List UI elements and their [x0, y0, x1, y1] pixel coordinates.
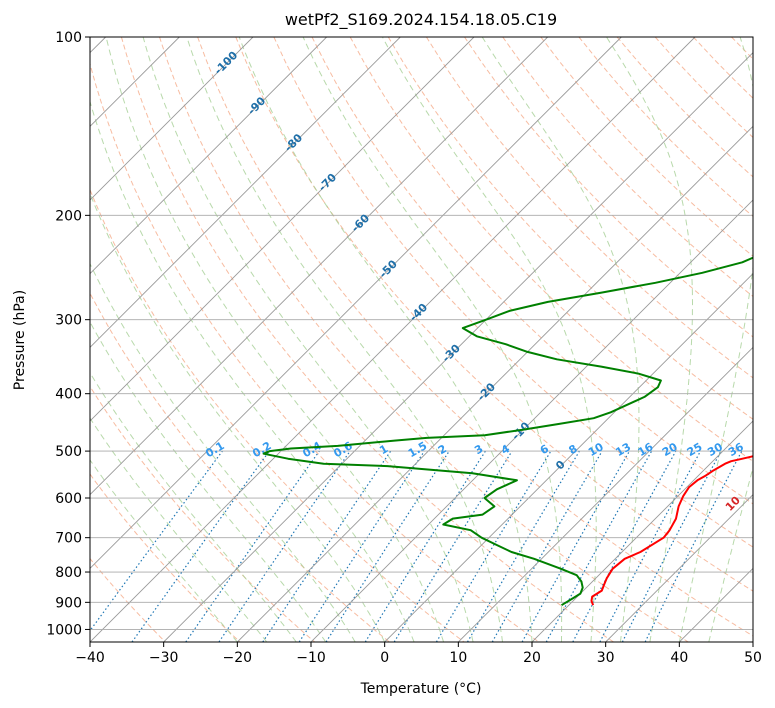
dry-adiabats: [90, 37, 753, 642]
mixing-ratio-line: [572, 450, 677, 642]
dry-adiabat-line: [90, 62, 540, 642]
y-tick-label: 800: [55, 565, 82, 581]
isotherm-line: [310, 199, 753, 642]
mixing-ratio-line: [185, 450, 320, 642]
temperature-line: [590, 454, 753, 606]
x-axis-title: Temperature (°C): [360, 681, 482, 697]
moist-adiabat-line: [606, 37, 693, 642]
moist-adiabat-line: [678, 37, 753, 642]
plot-frame: [89, 36, 754, 643]
moist-adiabat-line: [90, 192, 386, 642]
dewpoint-line: [262, 256, 753, 607]
isotherm-line: [90, 37, 696, 642]
y-tick-label: 300: [55, 313, 82, 329]
mixing-ratio-line: [298, 450, 425, 642]
plot-area: -100-90-80-70-60-50-40-30-20-1000.1 0.2 0.…: [90, 37, 753, 642]
y-tick-label: 500: [55, 444, 82, 460]
x-tick-label: −40: [75, 650, 105, 666]
y-axis-ticks: 100 200 300 400 500 600 700 800 900 1000: [46, 30, 90, 638]
mixing-ratio-line: [521, 450, 631, 642]
isotherm-line: [458, 346, 753, 642]
dry-adiabat-line: [464, 37, 753, 338]
mixing-ratio-line: [262, 450, 392, 642]
mixing-ratio-line: [545, 450, 653, 642]
mixing-ratio-line: [218, 450, 351, 642]
moist-adiabat-line: [105, 37, 445, 642]
moist-adiabat-line: [90, 262, 356, 642]
dry-adiabat-line: [90, 188, 465, 642]
dry-adiabat-line: [120, 37, 614, 642]
x-tick-label: 50: [744, 650, 762, 666]
x-tick-label: 40: [670, 650, 688, 666]
x-tick-label: 30: [597, 650, 615, 666]
dry-adiabat-line: [90, 385, 316, 642]
isotherms: [90, 37, 753, 642]
dry-adiabat-line: [90, 292, 390, 642]
mixing-ratio-line: [325, 450, 450, 642]
moist-adiabat-line: [381, 37, 597, 642]
isotherm-line: [90, 37, 548, 496]
dry-adiabat-line: [235, 37, 753, 592]
y-tick-label: 600: [55, 491, 82, 507]
isotherm-line: [90, 37, 401, 348]
y-tick-label: 100: [55, 30, 82, 46]
y-tick-label: 1000: [46, 622, 82, 638]
y-tick-label: 700: [55, 531, 82, 547]
y-tick-label: 900: [55, 595, 82, 611]
moist-adiabat-line: [90, 417, 268, 642]
moist-adiabat-line: [90, 321, 327, 642]
moist-adiabat-line: [142, 37, 474, 642]
x-tick-label: −30: [149, 650, 179, 666]
mixing-ratio-line: [90, 450, 223, 632]
x-axis-ticks: −40 −30 −20 −10 0 10 20 30 40 50: [75, 642, 762, 666]
dry-adiabat-line: [425, 37, 753, 379]
x-tick-label: 10: [449, 650, 467, 666]
x-tick-label: −10: [296, 650, 326, 666]
mixing-ratio-lines: [90, 450, 743, 642]
isotherm-line: [237, 125, 753, 642]
pressure-gridlines: [90, 37, 753, 630]
isotherm-line: [90, 37, 327, 275]
dry-adiabat-line: [311, 37, 753, 505]
moist-adiabat-line: [708, 465, 753, 642]
chart-title: wetPf2_S169.2024.154.18.05.C19: [285, 10, 557, 30]
isotherm-line: [90, 37, 622, 569]
dry-adiabat-line: [90, 473, 241, 642]
x-tick-label: 20: [523, 650, 541, 666]
isotherm-line: [531, 420, 753, 642]
dry-adiabat-line: [349, 37, 753, 462]
mixing-ratio-line: [393, 450, 513, 642]
dry-adiabat-line: [273, 37, 753, 548]
mixing-ratio-line: [131, 450, 270, 642]
moist-adiabat-line: [238, 37, 533, 642]
isotherm-line: [384, 273, 753, 642]
y-tick-label: 200: [55, 208, 82, 224]
y-axis-title: Pressure (hPa): [12, 290, 28, 390]
x-tick-label: −20: [223, 650, 253, 666]
moist-adiabat-line: [90, 459, 238, 642]
mixing-ratio-line: [644, 450, 743, 642]
dry-adiabat-line: [387, 37, 753, 420]
isotherm-line: [90, 37, 254, 201]
isotherm-line: [605, 494, 753, 642]
moist-adiabat-line: [302, 37, 563, 642]
moist-adiabat-line: [186, 37, 503, 642]
sounding-series: [262, 256, 753, 607]
y-tick-label: 400: [55, 387, 82, 403]
dry-adiabat-line: [159, 37, 689, 642]
moist-adiabat-line: [90, 371, 297, 642]
isotherm-line: [90, 37, 475, 422]
isotherm-line: [163, 52, 753, 642]
moist-adiabat-line: [90, 99, 415, 642]
moist-adiabats: [90, 37, 753, 642]
dry-adiabat-line: [502, 37, 753, 298]
moist-adiabat-line: [481, 37, 640, 642]
x-tick-label: 0: [380, 650, 389, 666]
